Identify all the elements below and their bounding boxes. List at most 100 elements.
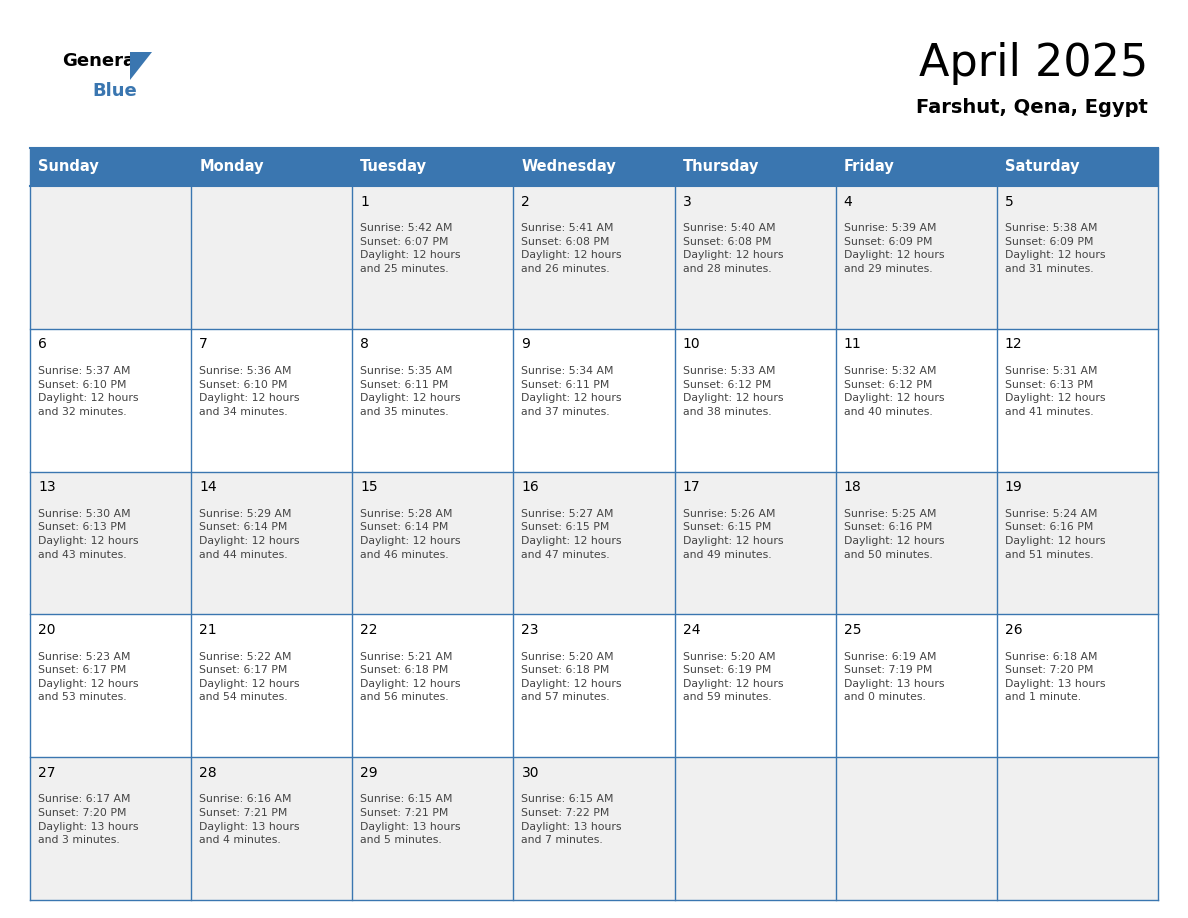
Text: 17: 17	[683, 480, 700, 494]
Text: 29: 29	[360, 766, 378, 779]
Bar	[675, 757, 835, 900]
Text: 5: 5	[1005, 195, 1013, 208]
Text: Sunrise: 6:15 AM
Sunset: 7:21 PM
Daylight: 13 hours
and 5 minutes.: Sunrise: 6:15 AM Sunset: 7:21 PM Dayligh…	[360, 794, 461, 845]
Bar	[191, 186, 353, 329]
Bar	[30, 329, 191, 472]
Text: April 2025: April 2025	[918, 42, 1148, 85]
Text: Sunrise: 5:27 AM
Sunset: 6:15 PM
Daylight: 12 hours
and 47 minutes.: Sunrise: 5:27 AM Sunset: 6:15 PM Dayligh…	[522, 509, 623, 560]
Text: 21: 21	[200, 623, 217, 637]
Bar	[353, 186, 513, 329]
Text: Saturday: Saturday	[1005, 160, 1080, 174]
Text: 27: 27	[38, 766, 56, 779]
Bar	[835, 186, 997, 329]
Text: 13: 13	[38, 480, 56, 494]
Text: 9: 9	[522, 338, 530, 352]
Bar	[191, 329, 353, 472]
Text: Farshut, Qena, Egypt: Farshut, Qena, Egypt	[916, 98, 1148, 117]
Bar	[513, 186, 675, 329]
Text: 18: 18	[843, 480, 861, 494]
Bar	[353, 148, 513, 186]
Bar	[513, 472, 675, 614]
Bar	[835, 472, 997, 614]
Text: 7: 7	[200, 338, 208, 352]
Bar	[513, 148, 675, 186]
Bar	[997, 329, 1158, 472]
Text: Sunrise: 5:20 AM
Sunset: 6:19 PM
Daylight: 12 hours
and 59 minutes.: Sunrise: 5:20 AM Sunset: 6:19 PM Dayligh…	[683, 652, 783, 702]
Text: Tuesday: Tuesday	[360, 160, 428, 174]
Text: Wednesday: Wednesday	[522, 160, 617, 174]
Text: 12: 12	[1005, 338, 1023, 352]
Text: Monday: Monday	[200, 160, 264, 174]
Bar	[997, 148, 1158, 186]
Text: Sunrise: 5:38 AM
Sunset: 6:09 PM
Daylight: 12 hours
and 31 minutes.: Sunrise: 5:38 AM Sunset: 6:09 PM Dayligh…	[1005, 223, 1105, 274]
Bar	[513, 614, 675, 757]
Text: 23: 23	[522, 623, 539, 637]
Bar	[997, 472, 1158, 614]
Text: 20: 20	[38, 623, 56, 637]
Bar	[353, 472, 513, 614]
Text: Sunrise: 5:37 AM
Sunset: 6:10 PM
Daylight: 12 hours
and 32 minutes.: Sunrise: 5:37 AM Sunset: 6:10 PM Dayligh…	[38, 366, 139, 417]
Text: Sunrise: 6:19 AM
Sunset: 7:19 PM
Daylight: 13 hours
and 0 minutes.: Sunrise: 6:19 AM Sunset: 7:19 PM Dayligh…	[843, 652, 944, 702]
Text: Sunday: Sunday	[38, 160, 99, 174]
Text: Sunrise: 5:22 AM
Sunset: 6:17 PM
Daylight: 12 hours
and 54 minutes.: Sunrise: 5:22 AM Sunset: 6:17 PM Dayligh…	[200, 652, 299, 702]
Text: Blue: Blue	[91, 82, 137, 100]
Text: 11: 11	[843, 338, 861, 352]
Bar	[675, 148, 835, 186]
Bar	[30, 614, 191, 757]
Text: Sunrise: 5:24 AM
Sunset: 6:16 PM
Daylight: 12 hours
and 51 minutes.: Sunrise: 5:24 AM Sunset: 6:16 PM Dayligh…	[1005, 509, 1105, 560]
Bar	[191, 148, 353, 186]
Bar	[835, 614, 997, 757]
Text: 22: 22	[360, 623, 378, 637]
Text: 6: 6	[38, 338, 48, 352]
Bar	[353, 757, 513, 900]
Text: 30: 30	[522, 766, 539, 779]
Text: Sunrise: 5:42 AM
Sunset: 6:07 PM
Daylight: 12 hours
and 25 minutes.: Sunrise: 5:42 AM Sunset: 6:07 PM Dayligh…	[360, 223, 461, 274]
Text: 26: 26	[1005, 623, 1023, 637]
Bar	[675, 186, 835, 329]
Text: 15: 15	[360, 480, 378, 494]
Bar	[191, 614, 353, 757]
Text: Sunrise: 5:40 AM
Sunset: 6:08 PM
Daylight: 12 hours
and 28 minutes.: Sunrise: 5:40 AM Sunset: 6:08 PM Dayligh…	[683, 223, 783, 274]
Text: 8: 8	[360, 338, 369, 352]
Bar	[513, 329, 675, 472]
Text: Sunrise: 5:36 AM
Sunset: 6:10 PM
Daylight: 12 hours
and 34 minutes.: Sunrise: 5:36 AM Sunset: 6:10 PM Dayligh…	[200, 366, 299, 417]
Text: 3: 3	[683, 195, 691, 208]
Bar	[997, 614, 1158, 757]
Bar	[30, 472, 191, 614]
Bar	[191, 472, 353, 614]
Text: 4: 4	[843, 195, 853, 208]
Bar	[191, 757, 353, 900]
Bar	[675, 614, 835, 757]
Text: 24: 24	[683, 623, 700, 637]
Text: 19: 19	[1005, 480, 1023, 494]
Text: Sunrise: 5:21 AM
Sunset: 6:18 PM
Daylight: 12 hours
and 56 minutes.: Sunrise: 5:21 AM Sunset: 6:18 PM Dayligh…	[360, 652, 461, 702]
Bar	[30, 186, 191, 329]
Text: Sunrise: 5:32 AM
Sunset: 6:12 PM
Daylight: 12 hours
and 40 minutes.: Sunrise: 5:32 AM Sunset: 6:12 PM Dayligh…	[843, 366, 944, 417]
Text: Friday: Friday	[843, 160, 895, 174]
Bar	[835, 757, 997, 900]
Text: General: General	[62, 52, 141, 70]
Text: Sunrise: 5:34 AM
Sunset: 6:11 PM
Daylight: 12 hours
and 37 minutes.: Sunrise: 5:34 AM Sunset: 6:11 PM Dayligh…	[522, 366, 623, 417]
Bar	[513, 757, 675, 900]
Text: Sunrise: 5:29 AM
Sunset: 6:14 PM
Daylight: 12 hours
and 44 minutes.: Sunrise: 5:29 AM Sunset: 6:14 PM Dayligh…	[200, 509, 299, 560]
Text: Sunrise: 5:30 AM
Sunset: 6:13 PM
Daylight: 12 hours
and 43 minutes.: Sunrise: 5:30 AM Sunset: 6:13 PM Dayligh…	[38, 509, 139, 560]
Bar	[353, 614, 513, 757]
Text: 10: 10	[683, 338, 700, 352]
Text: Sunrise: 5:23 AM
Sunset: 6:17 PM
Daylight: 12 hours
and 53 minutes.: Sunrise: 5:23 AM Sunset: 6:17 PM Dayligh…	[38, 652, 139, 702]
Bar	[353, 329, 513, 472]
Polygon shape	[129, 52, 152, 80]
Text: 2: 2	[522, 195, 530, 208]
Text: Sunrise: 5:28 AM
Sunset: 6:14 PM
Daylight: 12 hours
and 46 minutes.: Sunrise: 5:28 AM Sunset: 6:14 PM Dayligh…	[360, 509, 461, 560]
Text: Sunrise: 6:18 AM
Sunset: 7:20 PM
Daylight: 13 hours
and 1 minute.: Sunrise: 6:18 AM Sunset: 7:20 PM Dayligh…	[1005, 652, 1105, 702]
Text: Sunrise: 5:39 AM
Sunset: 6:09 PM
Daylight: 12 hours
and 29 minutes.: Sunrise: 5:39 AM Sunset: 6:09 PM Dayligh…	[843, 223, 944, 274]
Bar	[675, 329, 835, 472]
Text: Sunrise: 5:41 AM
Sunset: 6:08 PM
Daylight: 12 hours
and 26 minutes.: Sunrise: 5:41 AM Sunset: 6:08 PM Dayligh…	[522, 223, 623, 274]
Text: Sunrise: 5:33 AM
Sunset: 6:12 PM
Daylight: 12 hours
and 38 minutes.: Sunrise: 5:33 AM Sunset: 6:12 PM Dayligh…	[683, 366, 783, 417]
Text: 14: 14	[200, 480, 217, 494]
Bar	[835, 148, 997, 186]
Bar	[997, 186, 1158, 329]
Text: Sunrise: 5:25 AM
Sunset: 6:16 PM
Daylight: 12 hours
and 50 minutes.: Sunrise: 5:25 AM Sunset: 6:16 PM Dayligh…	[843, 509, 944, 560]
Text: 1: 1	[360, 195, 369, 208]
Text: Sunrise: 6:15 AM
Sunset: 7:22 PM
Daylight: 13 hours
and 7 minutes.: Sunrise: 6:15 AM Sunset: 7:22 PM Dayligh…	[522, 794, 623, 845]
Bar	[30, 148, 191, 186]
